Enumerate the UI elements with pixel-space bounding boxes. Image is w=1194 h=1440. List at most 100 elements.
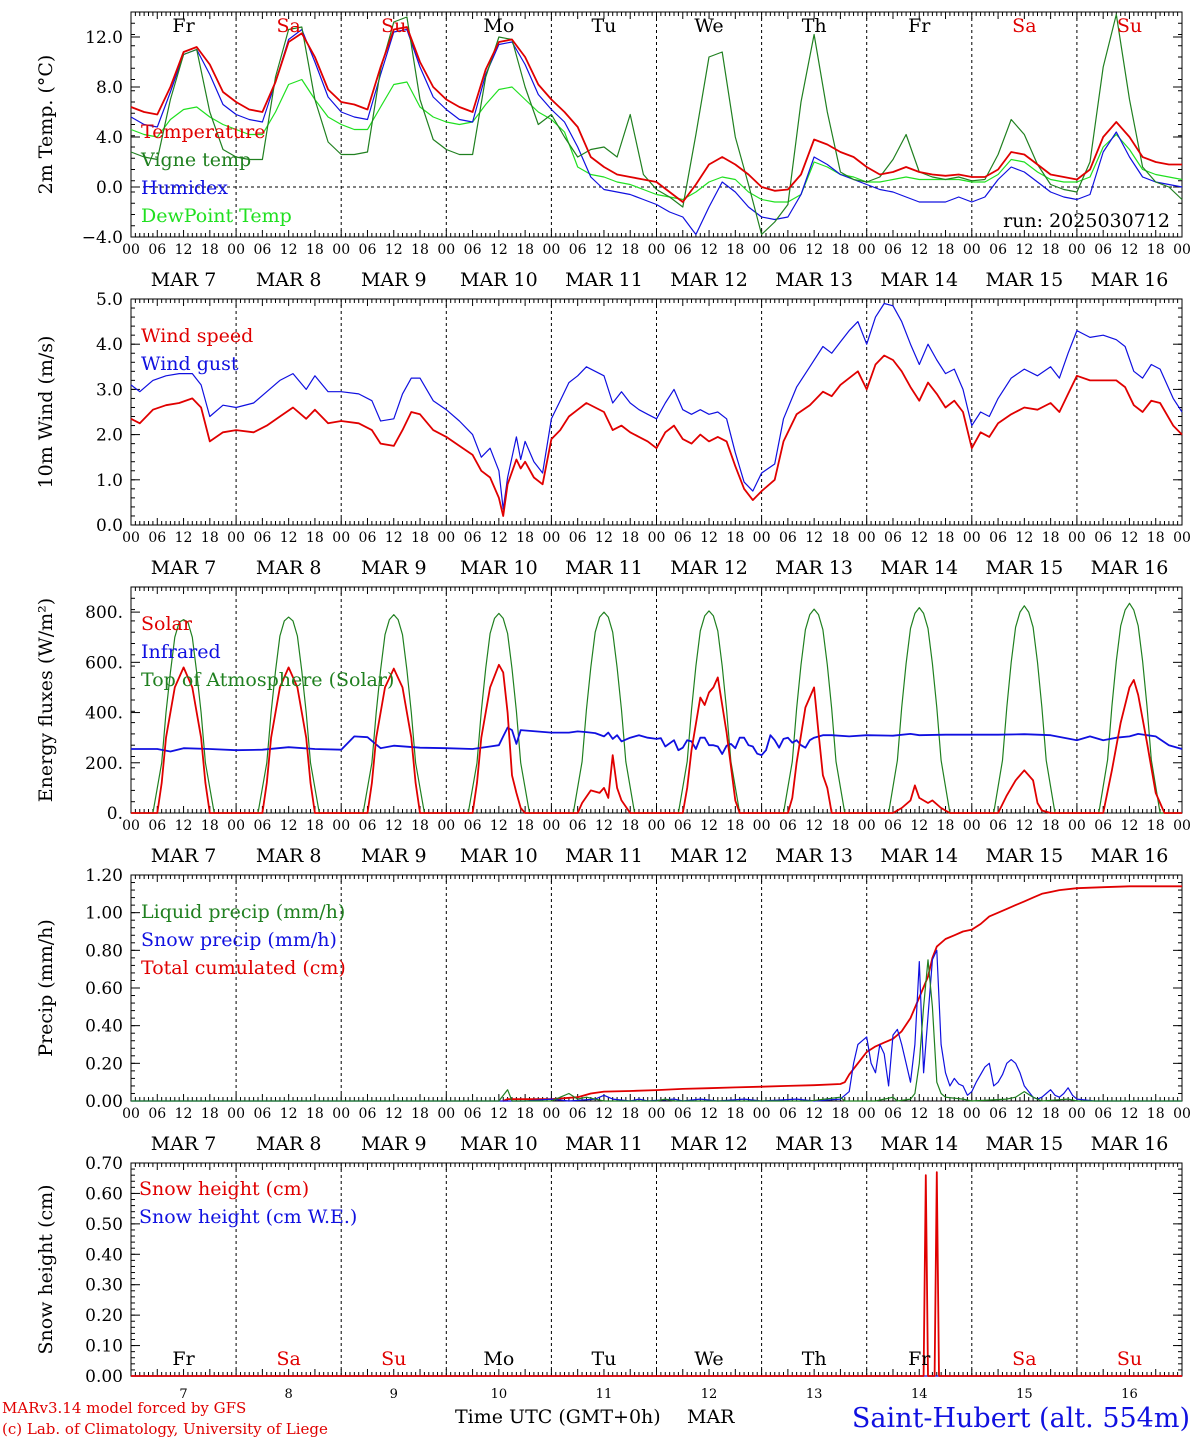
y-tick-label: 8.0 xyxy=(96,78,123,98)
hour-label: 12 xyxy=(1015,818,1033,834)
hour-label: 06 xyxy=(989,818,1007,834)
hour-label: 18 xyxy=(832,1106,850,1122)
date-label: MAR 10 xyxy=(460,845,538,867)
hour-label: 06 xyxy=(674,1106,692,1122)
hour-label: 06 xyxy=(464,818,482,834)
legend-entry: Snow height (cm W.E.) xyxy=(139,1206,357,1228)
y-tick-label: 0.30 xyxy=(85,1276,123,1296)
y-tick-label: 2.0 xyxy=(96,426,123,446)
y-tick-label: 0.20 xyxy=(85,1054,123,1074)
date-label: MAR 7 xyxy=(151,1133,217,1155)
hour-label: 00 xyxy=(332,818,350,834)
hour-label: 00 xyxy=(1068,242,1086,258)
hour-label: 12 xyxy=(175,242,193,258)
hour-label: 00 xyxy=(963,818,981,834)
hour-label: 06 xyxy=(674,530,692,546)
day-number-label: 15 xyxy=(1016,1387,1033,1402)
hour-label: 00 xyxy=(753,818,771,834)
y-tick-label: 0.20 xyxy=(85,1306,123,1326)
hour-label: 00 xyxy=(1173,818,1191,834)
hour-label: 00 xyxy=(858,818,876,834)
series-line-wind-speed xyxy=(130,354,1183,517)
hour-label: 12 xyxy=(1121,818,1139,834)
y-tick-label: 200. xyxy=(85,754,123,774)
hour-label: 00 xyxy=(437,1106,455,1122)
hour-label: 06 xyxy=(884,242,902,258)
weekday-label: Su xyxy=(1117,15,1142,37)
hour-label: 00 xyxy=(227,1106,245,1122)
hour-label: 18 xyxy=(937,818,955,834)
hour-label: 00 xyxy=(332,1106,350,1122)
hour-label: 06 xyxy=(989,1106,1007,1122)
hour-label: 00 xyxy=(1068,1106,1086,1122)
hour-label: 00 xyxy=(753,242,771,258)
y-tick-label: 0.10 xyxy=(85,1337,123,1357)
hour-label: 12 xyxy=(805,1106,823,1122)
hour-label: 18 xyxy=(621,242,639,258)
hour-label: 12 xyxy=(385,1106,403,1122)
y-axis-label: Energy fluxes (W/m²) xyxy=(35,598,57,802)
hour-label: 18 xyxy=(726,818,744,834)
hour-label: 00 xyxy=(858,1106,876,1122)
hour-label: 00 xyxy=(542,1106,560,1122)
y-tick-label: 0.0 xyxy=(96,516,123,536)
date-label: MAR 14 xyxy=(880,557,958,579)
hour-label: 12 xyxy=(1121,530,1139,546)
date-label: MAR 15 xyxy=(985,845,1063,867)
date-label: MAR 7 xyxy=(151,269,217,291)
hour-label: 00 xyxy=(1068,818,1086,834)
legend-entry: Snow height (cm) xyxy=(139,1178,309,1200)
hour-label: 06 xyxy=(148,530,166,546)
date-label: MAR 14 xyxy=(880,845,958,867)
weekday-label: Fr xyxy=(172,15,195,37)
hour-label: 18 xyxy=(937,242,955,258)
wind-panel: 0.0 1.0 2.0 3.0 4.0 5.0 10m Wind (m/s) Wind spe… xyxy=(35,290,1191,579)
hour-label: 12 xyxy=(175,818,193,834)
y-tick-label: 0.0 xyxy=(96,178,123,198)
hour-label: 18 xyxy=(832,530,850,546)
hour-label: 06 xyxy=(359,1106,377,1122)
date-label: MAR 14 xyxy=(880,269,958,291)
day-number-label: 10 xyxy=(491,1387,508,1402)
hour-label: 00 xyxy=(332,242,350,258)
hour-label: 12 xyxy=(1015,1106,1033,1122)
hour-label: 06 xyxy=(464,1106,482,1122)
hour-label: 00 xyxy=(963,242,981,258)
hour-label: 06 xyxy=(569,1106,587,1122)
hour-label: 00 xyxy=(753,1106,771,1122)
hour-label: 00 xyxy=(1173,242,1191,258)
date-label: MAR 9 xyxy=(361,557,427,579)
series-line-infrared xyxy=(131,726,1183,757)
hour-label: 00 xyxy=(648,818,666,834)
y-tick-label: 12.0 xyxy=(85,28,123,48)
weekday-label: Sa xyxy=(276,1348,300,1370)
hour-label: 18 xyxy=(1042,818,1060,834)
legend-entry: Vigne temp xyxy=(140,149,251,171)
y-tick-label: −4.0 xyxy=(82,228,123,248)
date-label: MAR 8 xyxy=(256,1133,322,1155)
precip-panel: 0.00 0.20 0.40 0.60 0.80 1.00 1.20 Precip (mm/h… xyxy=(35,866,1191,1155)
y-tick-label: 0.70 xyxy=(85,1154,123,1174)
hour-label: 00 xyxy=(122,530,140,546)
hour-label: 18 xyxy=(621,530,639,546)
weekday-label: Su xyxy=(381,15,406,37)
y-tick-label: 800. xyxy=(85,603,123,623)
hour-label: 12 xyxy=(280,1106,298,1122)
series-line-liquid-precip-mm-h xyxy=(131,959,1182,1102)
hour-label: 06 xyxy=(253,530,271,546)
hour-label: 12 xyxy=(280,242,298,258)
hour-label: 18 xyxy=(201,530,219,546)
hour-label: 06 xyxy=(779,530,797,546)
day-number-label: 16 xyxy=(1121,1387,1138,1402)
legend-entry: Liquid precip (mm/h) xyxy=(141,901,345,923)
day-number-label: 11 xyxy=(596,1387,613,1402)
y-tick-label: 1.00 xyxy=(85,904,123,924)
y-tick-label: 3.0 xyxy=(96,380,123,400)
hour-label: 06 xyxy=(779,1106,797,1122)
legend-entry: Top of Atmosphere (Solar) xyxy=(141,669,394,691)
hour-label: 06 xyxy=(1094,1106,1112,1122)
hour-label: 18 xyxy=(1147,242,1165,258)
date-label: MAR 15 xyxy=(985,1133,1063,1155)
hour-label: 12 xyxy=(1015,530,1033,546)
hour-label: 00 xyxy=(1068,530,1086,546)
